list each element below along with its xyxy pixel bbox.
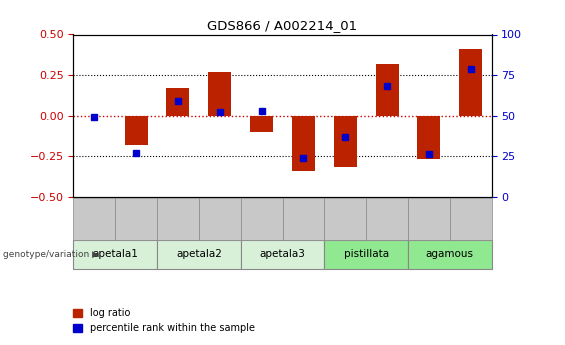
Bar [125,116,147,145]
Bar [459,49,482,116]
Bar [418,116,440,159]
Bar [376,64,398,116]
Text: genotype/variation ▶: genotype/variation ▶ [3,250,99,259]
Bar [292,116,315,171]
Text: agamous: agamous [426,249,473,259]
Text: apetala3: apetala3 [259,249,306,259]
Legend: log ratio, percentile rank within the sample: log ratio, percentile rank within the sa… [73,308,255,333]
Bar [208,72,231,116]
Title: GDS866 / A002214_01: GDS866 / A002214_01 [207,19,358,32]
Bar [250,116,273,132]
Bar [167,88,189,116]
Bar [334,116,357,167]
Text: pistillata: pistillata [344,249,389,259]
Text: apetala1: apetala1 [92,249,138,259]
Text: apetala2: apetala2 [176,249,222,259]
